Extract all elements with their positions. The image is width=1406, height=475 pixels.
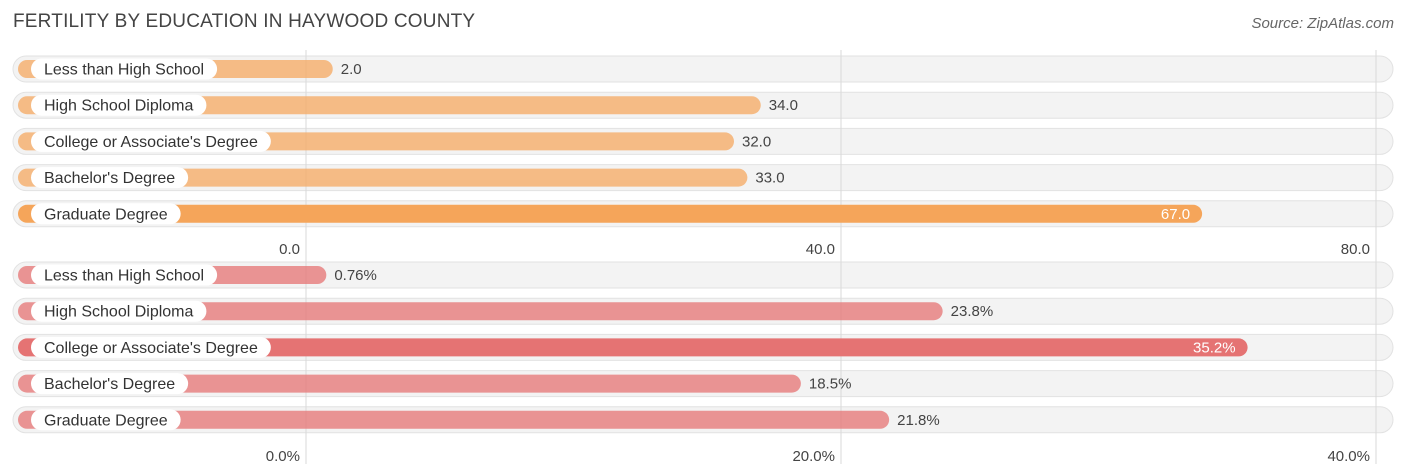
chart-2: Less than High School 0.76% High School Di… (12, 256, 1394, 465)
value-label: 67.0 (1161, 206, 1190, 223)
value-label: 0.76% (334, 267, 377, 284)
value-label: 35.2% (1193, 339, 1236, 356)
category-label-pill (31, 300, 207, 322)
tick-label: 40.0% (1327, 448, 1370, 465)
bar (18, 374, 801, 393)
category-label: Less than High School (44, 268, 204, 285)
value-label: 2.0 (341, 61, 362, 78)
category-label: High School Diploma (44, 98, 194, 115)
category-label: High School Diploma (44, 304, 194, 321)
bar (18, 204, 1203, 223)
tick-label: 0.0% (266, 448, 300, 465)
bar (18, 410, 890, 429)
value-label: 21.8% (897, 412, 940, 429)
category-label-pill (31, 130, 271, 152)
tick-label: 0.0 (279, 241, 300, 258)
tick-label: 20.0% (792, 448, 835, 465)
category-label: Bachelor's Degree (44, 170, 175, 187)
value-label: 23.8% (951, 303, 994, 320)
bar (18, 338, 1248, 357)
chart-1: Less than High School 2.0 High School Dipl… (12, 50, 1394, 258)
value-label: 18.5% (809, 376, 852, 393)
category-label: Bachelor's Degree (44, 376, 175, 393)
category-label-pill (31, 264, 218, 286)
category-label-pill (31, 373, 189, 395)
category-label: College or Associate's Degree (44, 134, 258, 151)
value-label: 34.0 (769, 97, 798, 114)
category-label-pill (31, 58, 218, 80)
row-track (12, 261, 1394, 289)
category-label-pill (31, 94, 207, 116)
category-label-pill (31, 336, 271, 358)
category-label: Graduate Degree (44, 206, 168, 223)
tick-label: 80.0 (1341, 241, 1370, 258)
value-label: 33.0 (755, 170, 784, 187)
category-label-pill (31, 409, 181, 431)
tick-label: 40.0 (806, 241, 835, 258)
bar (18, 168, 748, 187)
category-label: College or Associate's Degree (44, 340, 258, 357)
value-label: 32.0 (742, 133, 771, 150)
row-track (12, 55, 1394, 83)
category-label-pill (31, 167, 189, 189)
category-label-pill (31, 203, 181, 225)
category-label: Graduate Degree (44, 412, 168, 429)
category-label: Less than High School (44, 62, 204, 79)
chart-title: FERTILITY BY EDUCATION IN HAYWOOD COUNTY (13, 11, 476, 32)
bar (18, 302, 943, 321)
source-credit: Source: ZipAtlas.com (1251, 15, 1394, 32)
